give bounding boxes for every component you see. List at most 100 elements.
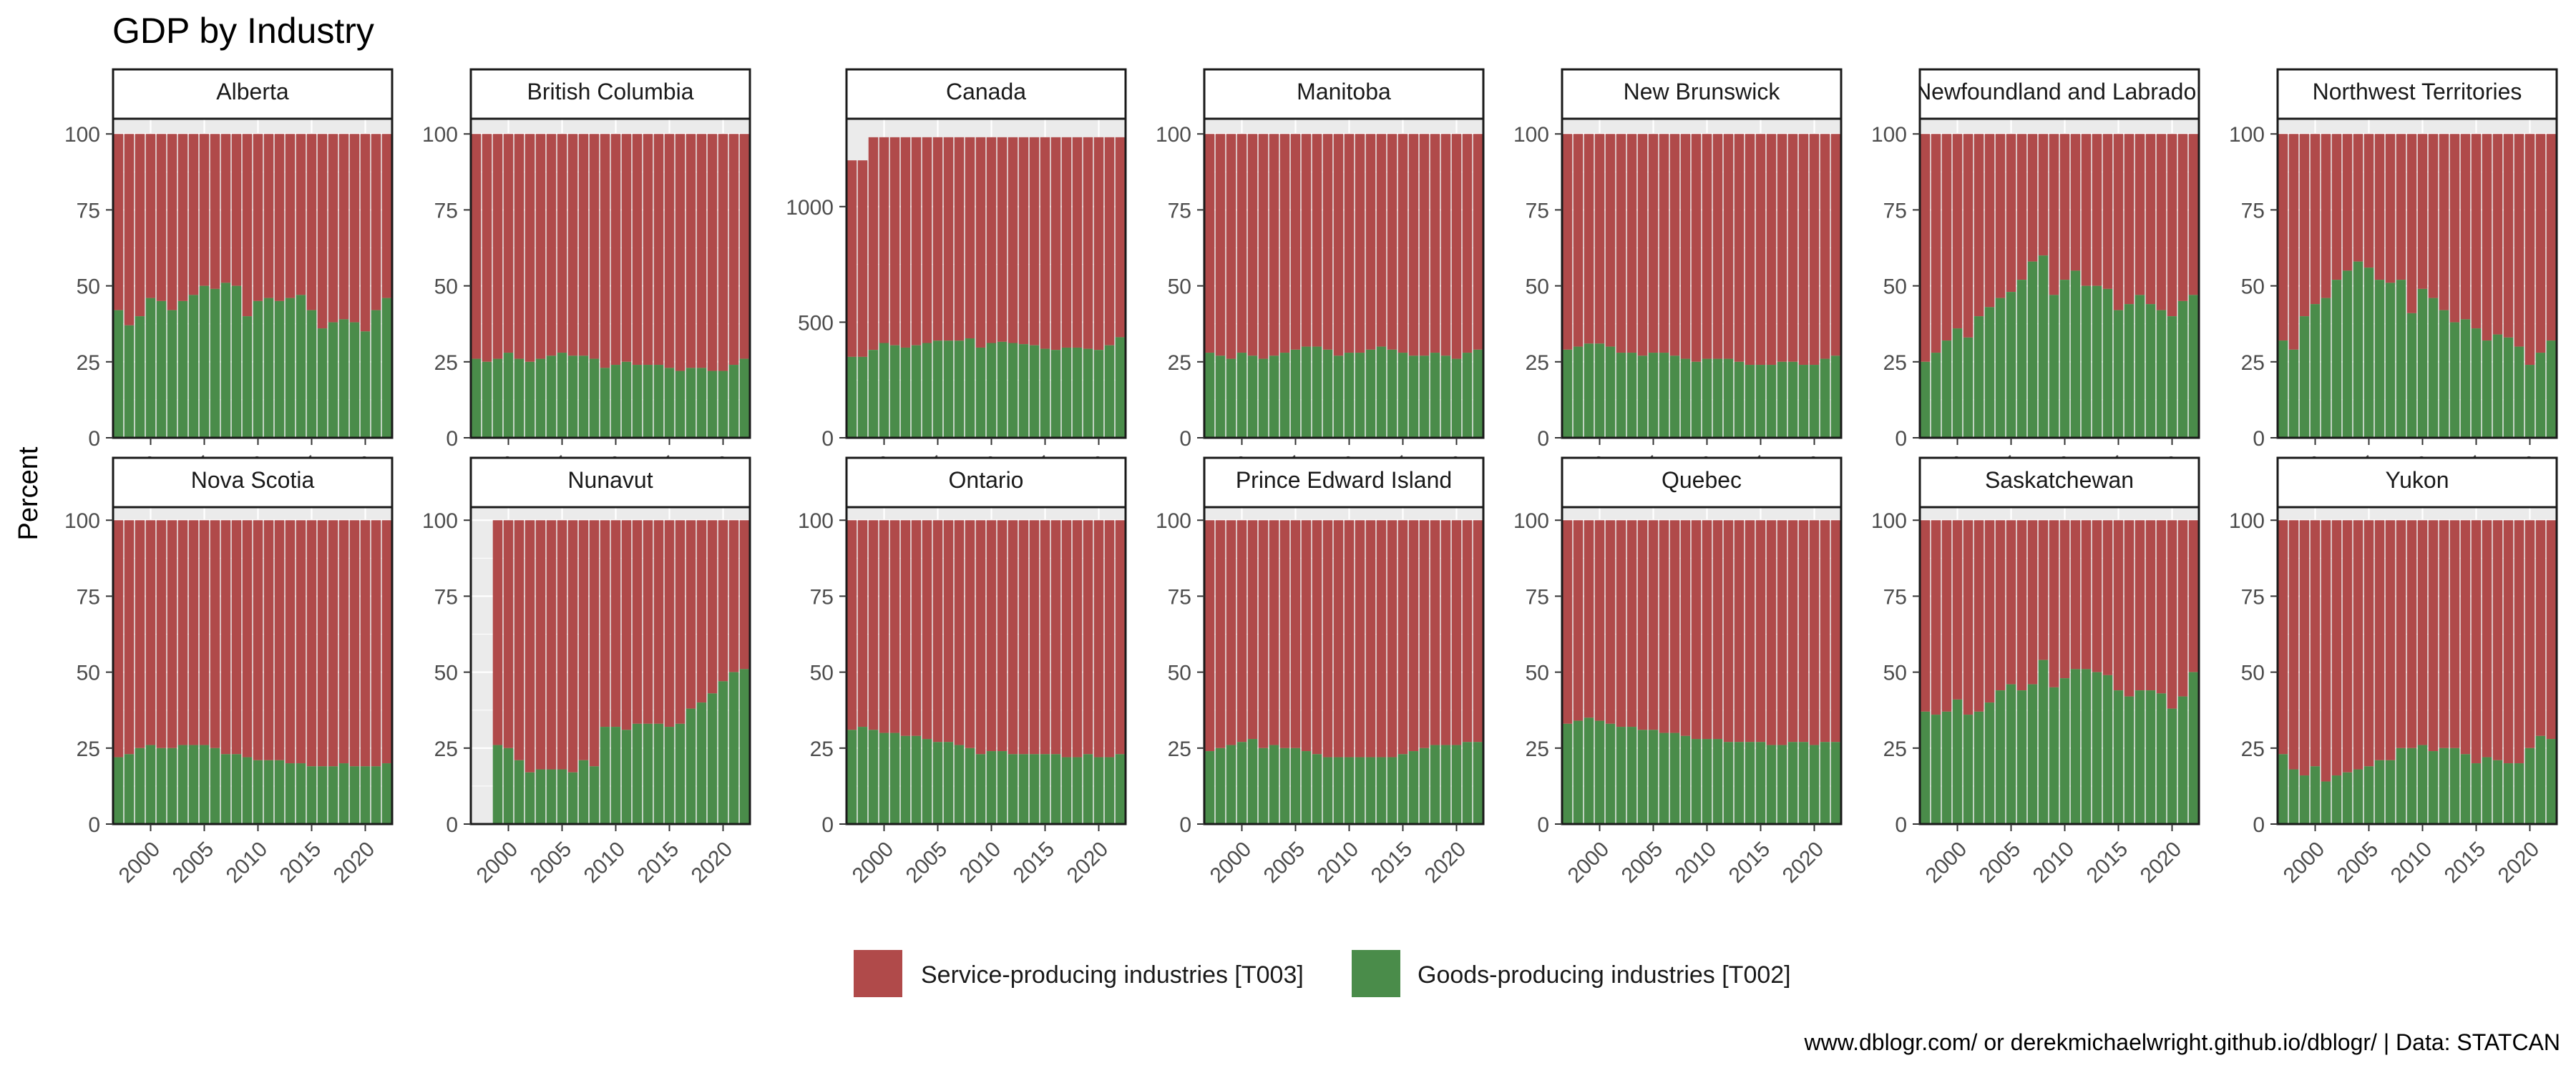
- bar-service-2011: [2070, 520, 2081, 670]
- bar-service-2021: [2177, 520, 2188, 697]
- bar-goods-2022: [2546, 739, 2557, 824]
- bar-goods-2012: [1723, 742, 1734, 824]
- bar-service-2011: [621, 520, 632, 730]
- y-tick-label: 0: [1895, 813, 1907, 837]
- bar-goods-2019: [349, 322, 360, 438]
- bar-goods-2013: [285, 763, 296, 824]
- bar-service-2021: [728, 134, 739, 366]
- bar-goods-2013: [1734, 742, 1745, 824]
- bar-service-2021: [2535, 520, 2546, 736]
- bar-service-2003: [177, 134, 188, 301]
- bar-service-1997: [1562, 134, 1573, 350]
- bar-goods-2021: [371, 766, 381, 824]
- bar-service-2020: [1809, 520, 1820, 745]
- bar-goods-2003: [1626, 727, 1637, 824]
- bar-service-2004: [2353, 520, 2363, 770]
- bar-service-2020: [2167, 134, 2177, 317]
- bar-service-2022: [739, 520, 750, 670]
- x-tick-label: 2015: [1009, 837, 1060, 888]
- bar-goods-2004: [1637, 356, 1648, 438]
- bar-goods-2014: [1387, 757, 1397, 824]
- bar-service-2004: [188, 520, 199, 745]
- facet-label-alberta: Alberta: [216, 79, 289, 104]
- x-tick-label: 2010: [1313, 837, 1364, 888]
- y-tick-label: 100: [422, 123, 458, 147]
- bar-service-2019: [2514, 520, 2524, 764]
- bar-service-2021: [2535, 134, 2546, 353]
- bar-service-2000: [2310, 134, 2321, 305]
- bar-goods-2007: [578, 356, 589, 438]
- bar-service-2021: [371, 134, 381, 310]
- bar-goods-2013: [1018, 344, 1029, 438]
- bar-goods-2021: [1820, 358, 1830, 438]
- bar-goods-2021: [2535, 735, 2546, 824]
- x-tick-label: 2020: [1778, 837, 1829, 888]
- bar-service-2007: [578, 134, 589, 356]
- bar-goods-1998: [124, 754, 135, 824]
- bar-goods-2001: [1605, 346, 1616, 438]
- bar-service-2015: [306, 520, 317, 767]
- bar-goods-2019: [2514, 763, 2524, 824]
- bar-service-2017: [686, 520, 696, 709]
- y-tick-label: 100: [1871, 123, 1907, 147]
- x-tick-label: 2005: [2333, 837, 2384, 888]
- bar-service-2022: [1830, 520, 1841, 743]
- bar-service-2003: [1984, 134, 1995, 308]
- bar-service-2006: [210, 134, 220, 289]
- bar-service-2019: [1798, 134, 1809, 366]
- y-tick-label: 25: [77, 738, 100, 761]
- bar-service-1997: [1562, 520, 1573, 724]
- bar-service-2015: [1397, 134, 1408, 353]
- bar-service-1999: [1226, 134, 1236, 359]
- facet-strip: [1561, 456, 1843, 509]
- bar-service-2000: [1594, 134, 1605, 344]
- y-tick-label: 75: [2241, 199, 2265, 222]
- bar-goods-2003: [911, 345, 922, 438]
- bar-service-2004: [922, 137, 932, 343]
- bar-goods-2001: [2321, 298, 2331, 438]
- bar-goods-2016: [317, 328, 328, 438]
- bar-service-2005: [1290, 134, 1301, 350]
- bar-goods-2013: [1734, 361, 1745, 438]
- bar-service-1998: [1931, 520, 1941, 715]
- bar-goods-2000: [145, 298, 156, 438]
- bar-goods-2002: [167, 748, 177, 824]
- bar-goods-2010: [253, 300, 263, 438]
- bar-goods-2003: [911, 735, 922, 824]
- bar-service-2014: [1387, 520, 1397, 758]
- bar-service-2007: [1669, 134, 1680, 356]
- bar-goods-2006: [943, 340, 954, 438]
- bar-goods-1998: [857, 356, 868, 438]
- bar-service-2018: [1787, 134, 1798, 362]
- bar-service-2003: [177, 520, 188, 745]
- bar-goods-2003: [1626, 353, 1637, 438]
- bar-goods-2013: [2449, 748, 2460, 824]
- bar-goods-2019: [1083, 348, 1093, 438]
- y-tick-label: 0: [821, 813, 834, 837]
- bar-service-2014: [1387, 134, 1397, 350]
- bar-goods-2020: [2524, 748, 2535, 824]
- bar-service-2020: [1451, 134, 1462, 359]
- bar-service-2001: [1605, 520, 1616, 724]
- bar-service-2016: [2124, 134, 2135, 305]
- bar-service-2017: [1061, 137, 1072, 348]
- bar-goods-2003: [2342, 772, 2353, 824]
- bar-service-2018: [696, 134, 707, 368]
- bar-goods-2012: [274, 760, 285, 824]
- bar-service-2013: [643, 134, 653, 366]
- bar-goods-2004: [1279, 748, 1290, 824]
- bar-goods-2007: [2385, 760, 2396, 824]
- bar-goods-2019: [2156, 310, 2167, 438]
- bar-service-2014: [1745, 520, 1755, 743]
- panel-nunavut: Nunavut 0 25 50 75 100 2000 2005 2010 2015 2020: [422, 456, 751, 888]
- bar-service-2007: [954, 520, 965, 745]
- bar-goods-2016: [675, 371, 686, 438]
- bar-goods-2019: [349, 766, 360, 824]
- bar-service-2012: [2081, 520, 2092, 670]
- bar-goods-2005: [199, 285, 210, 438]
- y-tick-label: 100: [64, 509, 100, 533]
- bar-service-2020: [718, 134, 728, 371]
- bar-goods-2007: [2027, 261, 2038, 438]
- bar-service-2004: [546, 520, 557, 770]
- bar-goods-2018: [2503, 763, 2514, 824]
